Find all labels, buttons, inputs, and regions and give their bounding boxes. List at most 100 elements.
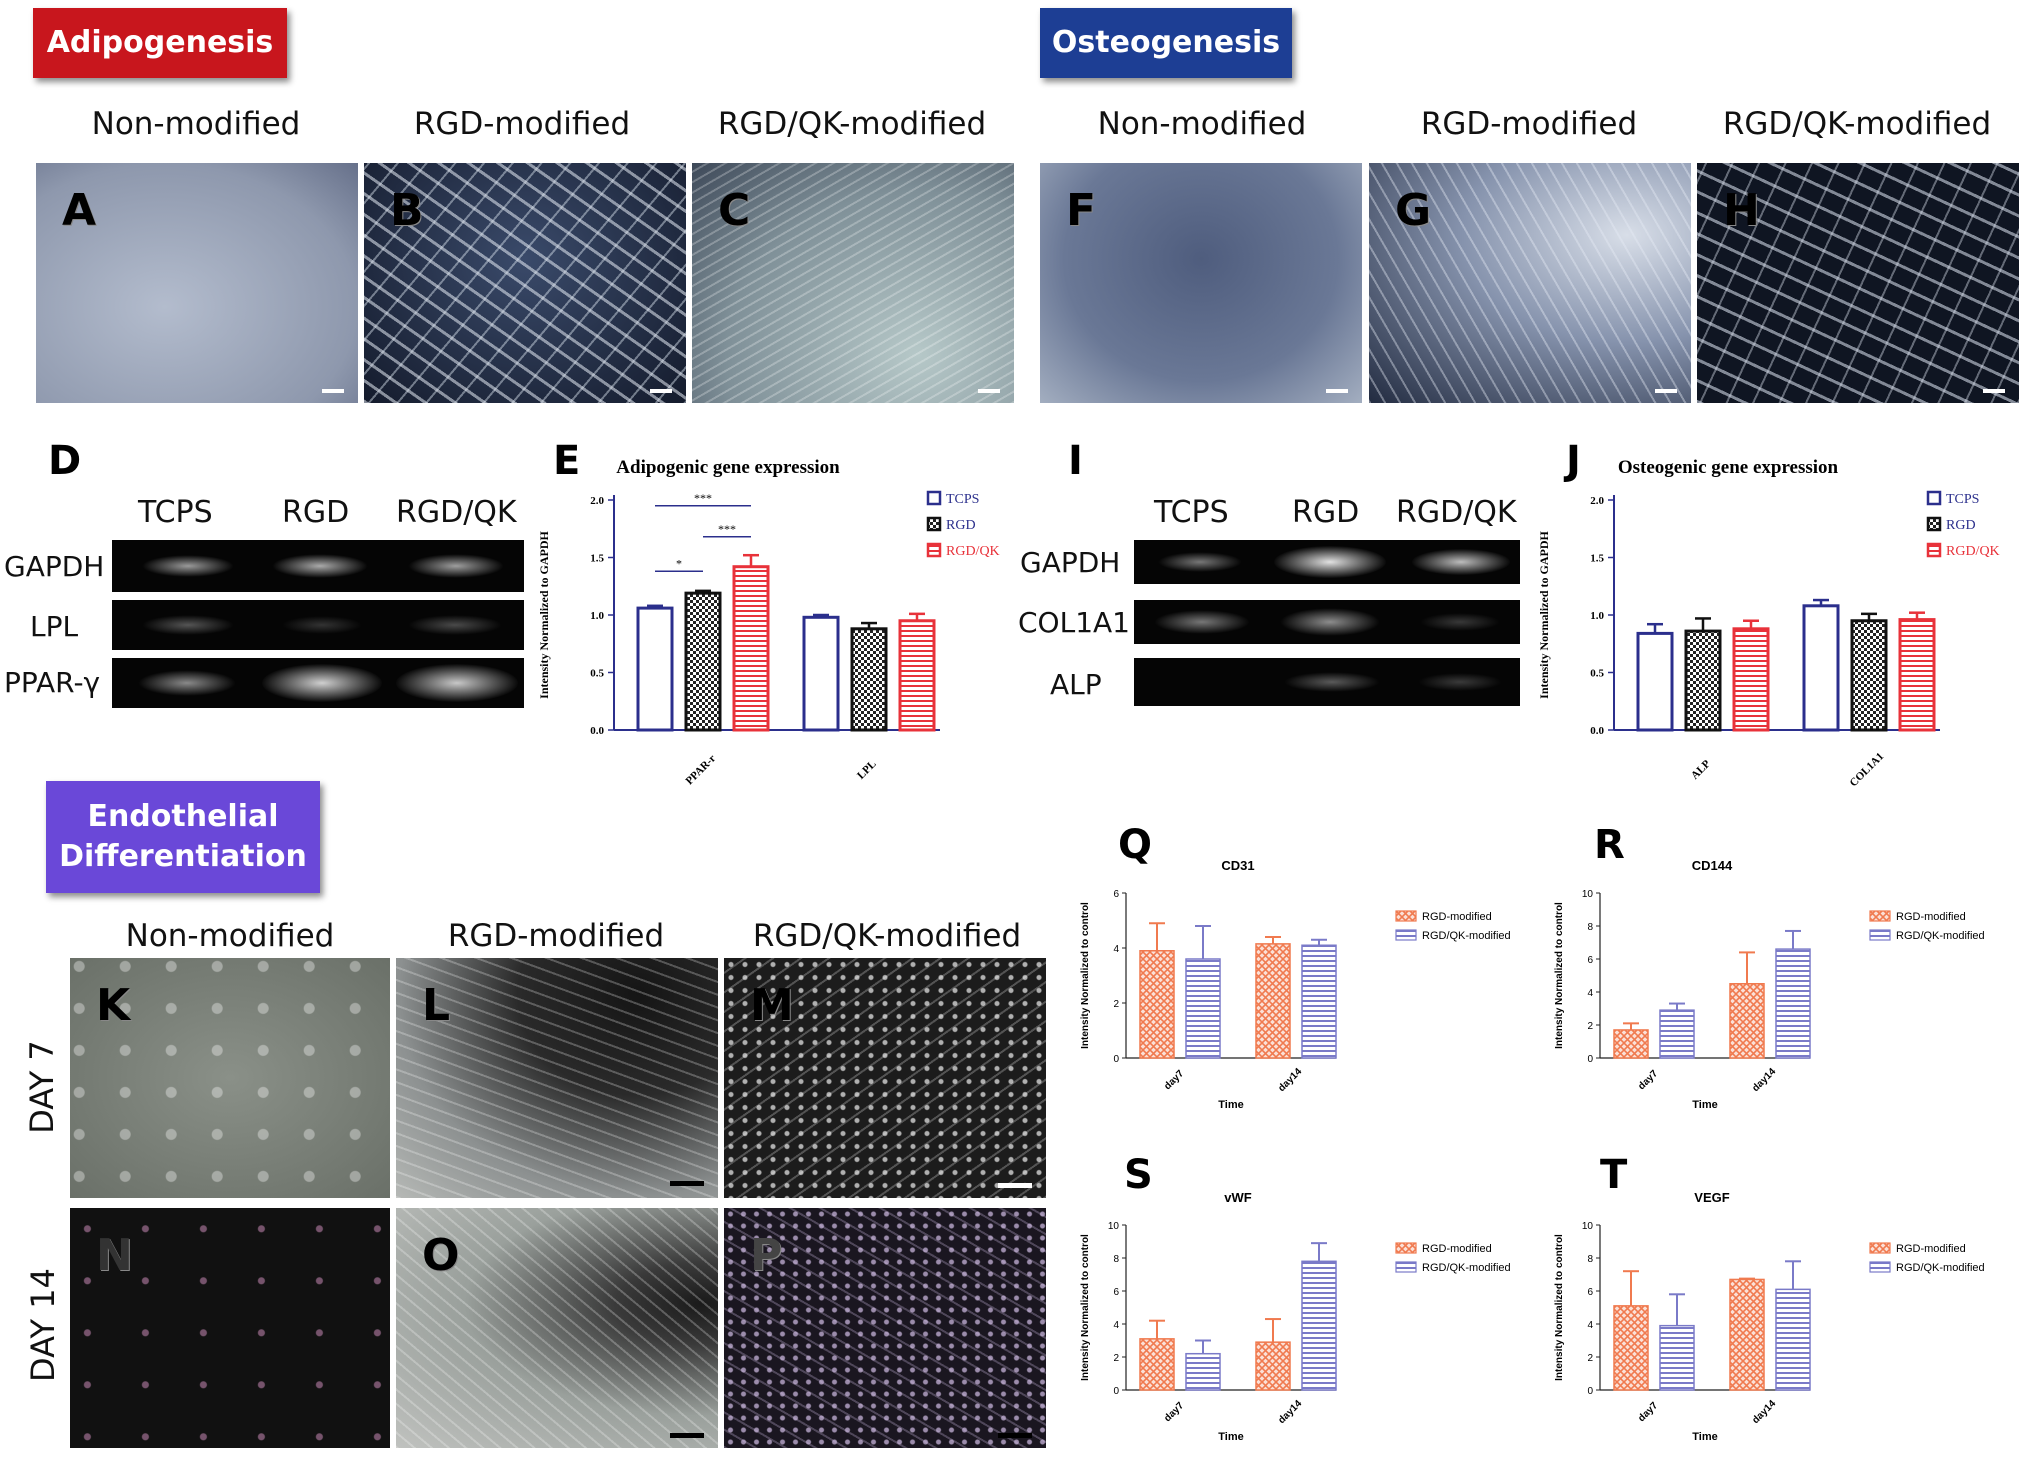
bar-day14-rgdqk: [1775, 1288, 1811, 1391]
legend-swatch: [1869, 1261, 1891, 1273]
y-tick-label: 1.0: [1590, 610, 1604, 622]
gel-i-gene-col1a1: COL1A1: [1018, 606, 1130, 639]
legend-label: TCPS: [946, 492, 979, 507]
micrograph-M: M: [724, 958, 1046, 1198]
micrograph-H: H: [1697, 163, 2019, 403]
y-tick-label: 6: [1587, 955, 1593, 966]
y-axis-label: Intensity Normalized to GAPDH: [537, 531, 551, 699]
legend-label: TCPS: [1946, 492, 1979, 507]
y-tick-label: 2: [1113, 1353, 1119, 1364]
gel-band: [1154, 610, 1250, 634]
gel-band: [1418, 673, 1502, 691]
gel-i-lane-tcps: TCPS: [1154, 495, 1229, 530]
legend-swatch: [1926, 516, 1942, 532]
micrograph-F: F: [1040, 163, 1362, 403]
legend-label: RGD-modified: [1422, 1243, 1492, 1255]
bar-rgdqk-lpl: [898, 619, 936, 732]
gel-d-row-ppar: [112, 658, 524, 708]
endo-title-rgdqk: RGD/QK-modified: [752, 918, 1022, 954]
y-tick-label: 6: [1113, 889, 1119, 900]
panel-letter-C: C: [718, 185, 751, 236]
legend-label: RGD: [946, 518, 976, 533]
legend-label: RGD/QK-modified: [1422, 930, 1511, 942]
legend-swatch: [926, 490, 942, 506]
chart-title: Osteogenic gene expression: [1618, 457, 1839, 478]
bar-tcps-alp: [1636, 631, 1674, 732]
bar-day7-rgd: [1613, 1029, 1649, 1059]
x-tick-label: PPAR-r: [684, 752, 719, 787]
bar-rgd-col1a1: [1850, 619, 1888, 732]
y-tick-label: 2: [1113, 999, 1119, 1010]
gel-d-gene-gapdh: GAPDH: [4, 550, 105, 583]
endothelial-tag: Endothelial Differentiation: [46, 781, 320, 893]
legend-swatch: [1869, 1242, 1891, 1254]
y-axis-label: Intensity Normalized to control: [1554, 1234, 1565, 1381]
bar-rgd-lpl: [850, 627, 888, 732]
endo-title-rgd: RGD-modified: [447, 918, 665, 954]
legend-swatch: [1395, 910, 1417, 922]
panel-letter-K: K: [96, 980, 131, 1031]
micrograph-B: B: [364, 163, 686, 403]
endo-title-non: Non-modified: [125, 918, 335, 954]
gel-band: [142, 615, 234, 635]
y-tick-label: 1.0: [590, 610, 604, 622]
bar-rgd-ppar-r: [684, 591, 722, 732]
bar-day14-rgdqk: [1301, 1260, 1337, 1391]
y-tick-label: 2.0: [590, 495, 604, 507]
panel-letter-N: N: [96, 1230, 133, 1281]
y-tick-label: 0.0: [590, 725, 604, 737]
scale-bar: [1655, 389, 1677, 393]
y-axis-label: Intensity Normalized to control: [1080, 902, 1091, 1049]
legend-label: RGD/QK: [946, 544, 1000, 559]
y-tick-label: 0.5: [1590, 668, 1604, 680]
legend-swatch: [1926, 542, 1942, 558]
micrograph-C: C: [692, 163, 1014, 403]
chart-E: Adipogenic gene expression 0.0 0.5 1.0 1.5 2.…: [537, 457, 1000, 787]
x-tick-label: day7: [1636, 1068, 1660, 1092]
bar-tcps-col1a1: [1802, 604, 1840, 732]
gel-band: [1158, 552, 1242, 572]
y-tick-label: 8: [1113, 1254, 1119, 1265]
chart-title: CD144: [1692, 858, 1733, 873]
y-tick-label: 10: [1108, 1221, 1120, 1232]
bar-day7-rgdqk: [1659, 1324, 1695, 1391]
x-tick-label: day14: [1276, 1066, 1304, 1094]
y-tick-label: 2: [1587, 1021, 1593, 1032]
osteogenesis-tag: Osteogenesis: [1040, 8, 1292, 78]
panel-letter-S: S: [1124, 1152, 1153, 1198]
gel-band: [1280, 608, 1380, 636]
gel-band: [408, 615, 502, 635]
bar-tcps-lpl: [802, 615, 840, 732]
gel-band: [272, 554, 368, 578]
panel-letter-P: P: [750, 1230, 783, 1281]
chart-title: vWF: [1224, 1190, 1252, 1205]
legend-label: RGD: [1946, 518, 1976, 533]
micrograph-N: N: [70, 1208, 390, 1448]
panel-letter-F: F: [1066, 185, 1097, 236]
chart-title: CD31: [1221, 858, 1254, 873]
legend-label: RGD/QK-modified: [1896, 1262, 1985, 1274]
y-tick-label: 4: [1113, 944, 1119, 955]
gel-i-gene-alp: ALP: [1050, 668, 1102, 701]
micrograph-G: G: [1369, 163, 1691, 403]
gel-i-row-alp: [1134, 658, 1520, 706]
y-tick-label: 8: [1587, 922, 1593, 933]
legend-label: RGD-modified: [1422, 911, 1492, 923]
panel-letter-O: O: [422, 1230, 460, 1281]
legend-swatch: [1869, 929, 1891, 941]
x-tick-label: LPL: [855, 758, 879, 782]
bar-day7-rgdqk: [1185, 1352, 1221, 1391]
y-tick-label: 6: [1113, 1287, 1119, 1298]
gel-band: [1412, 549, 1510, 575]
bar-day7-rgd: [1613, 1305, 1649, 1391]
micrograph-K: K: [70, 958, 390, 1198]
scale-bar: [978, 389, 1000, 393]
day14-label: DAY 14: [24, 1268, 62, 1382]
micrograph-O: O: [396, 1208, 718, 1448]
bar-day7-rgd: [1139, 1338, 1175, 1391]
gel-i-lane-rgd: RGD: [1292, 495, 1360, 530]
panel-letter-A: A: [62, 185, 97, 236]
panel-letter-L: L: [422, 980, 451, 1031]
panel-letter-H: H: [1723, 185, 1760, 236]
panel-letter-D: D: [48, 438, 82, 484]
